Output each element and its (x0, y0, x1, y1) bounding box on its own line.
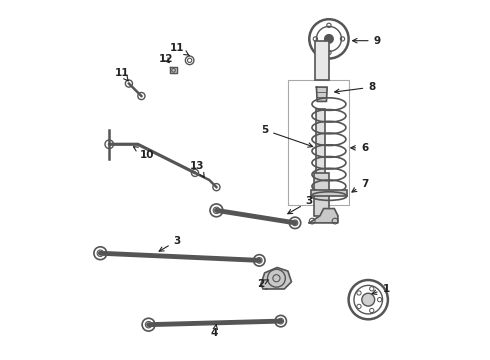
Text: 11: 11 (170, 43, 190, 55)
Polygon shape (261, 267, 292, 289)
FancyBboxPatch shape (317, 109, 325, 180)
Text: 11: 11 (115, 68, 129, 81)
Text: 4: 4 (211, 325, 219, 338)
Text: 6: 6 (351, 143, 368, 153)
Polygon shape (317, 87, 327, 102)
Polygon shape (309, 208, 338, 223)
FancyBboxPatch shape (315, 41, 329, 80)
Circle shape (325, 35, 333, 43)
FancyBboxPatch shape (311, 190, 347, 196)
Text: 9: 9 (353, 36, 381, 46)
Text: 2: 2 (257, 279, 268, 289)
Circle shape (362, 293, 375, 306)
FancyBboxPatch shape (314, 173, 329, 216)
Text: 5: 5 (261, 125, 313, 147)
Text: 13: 13 (190, 161, 204, 177)
Text: 8: 8 (335, 82, 375, 94)
Polygon shape (170, 67, 177, 73)
Text: 3: 3 (288, 197, 313, 214)
Text: 3: 3 (159, 236, 181, 251)
Text: 1: 1 (372, 284, 390, 294)
Text: 12: 12 (158, 54, 173, 64)
Text: 7: 7 (352, 179, 368, 192)
Text: 10: 10 (133, 147, 154, 160)
